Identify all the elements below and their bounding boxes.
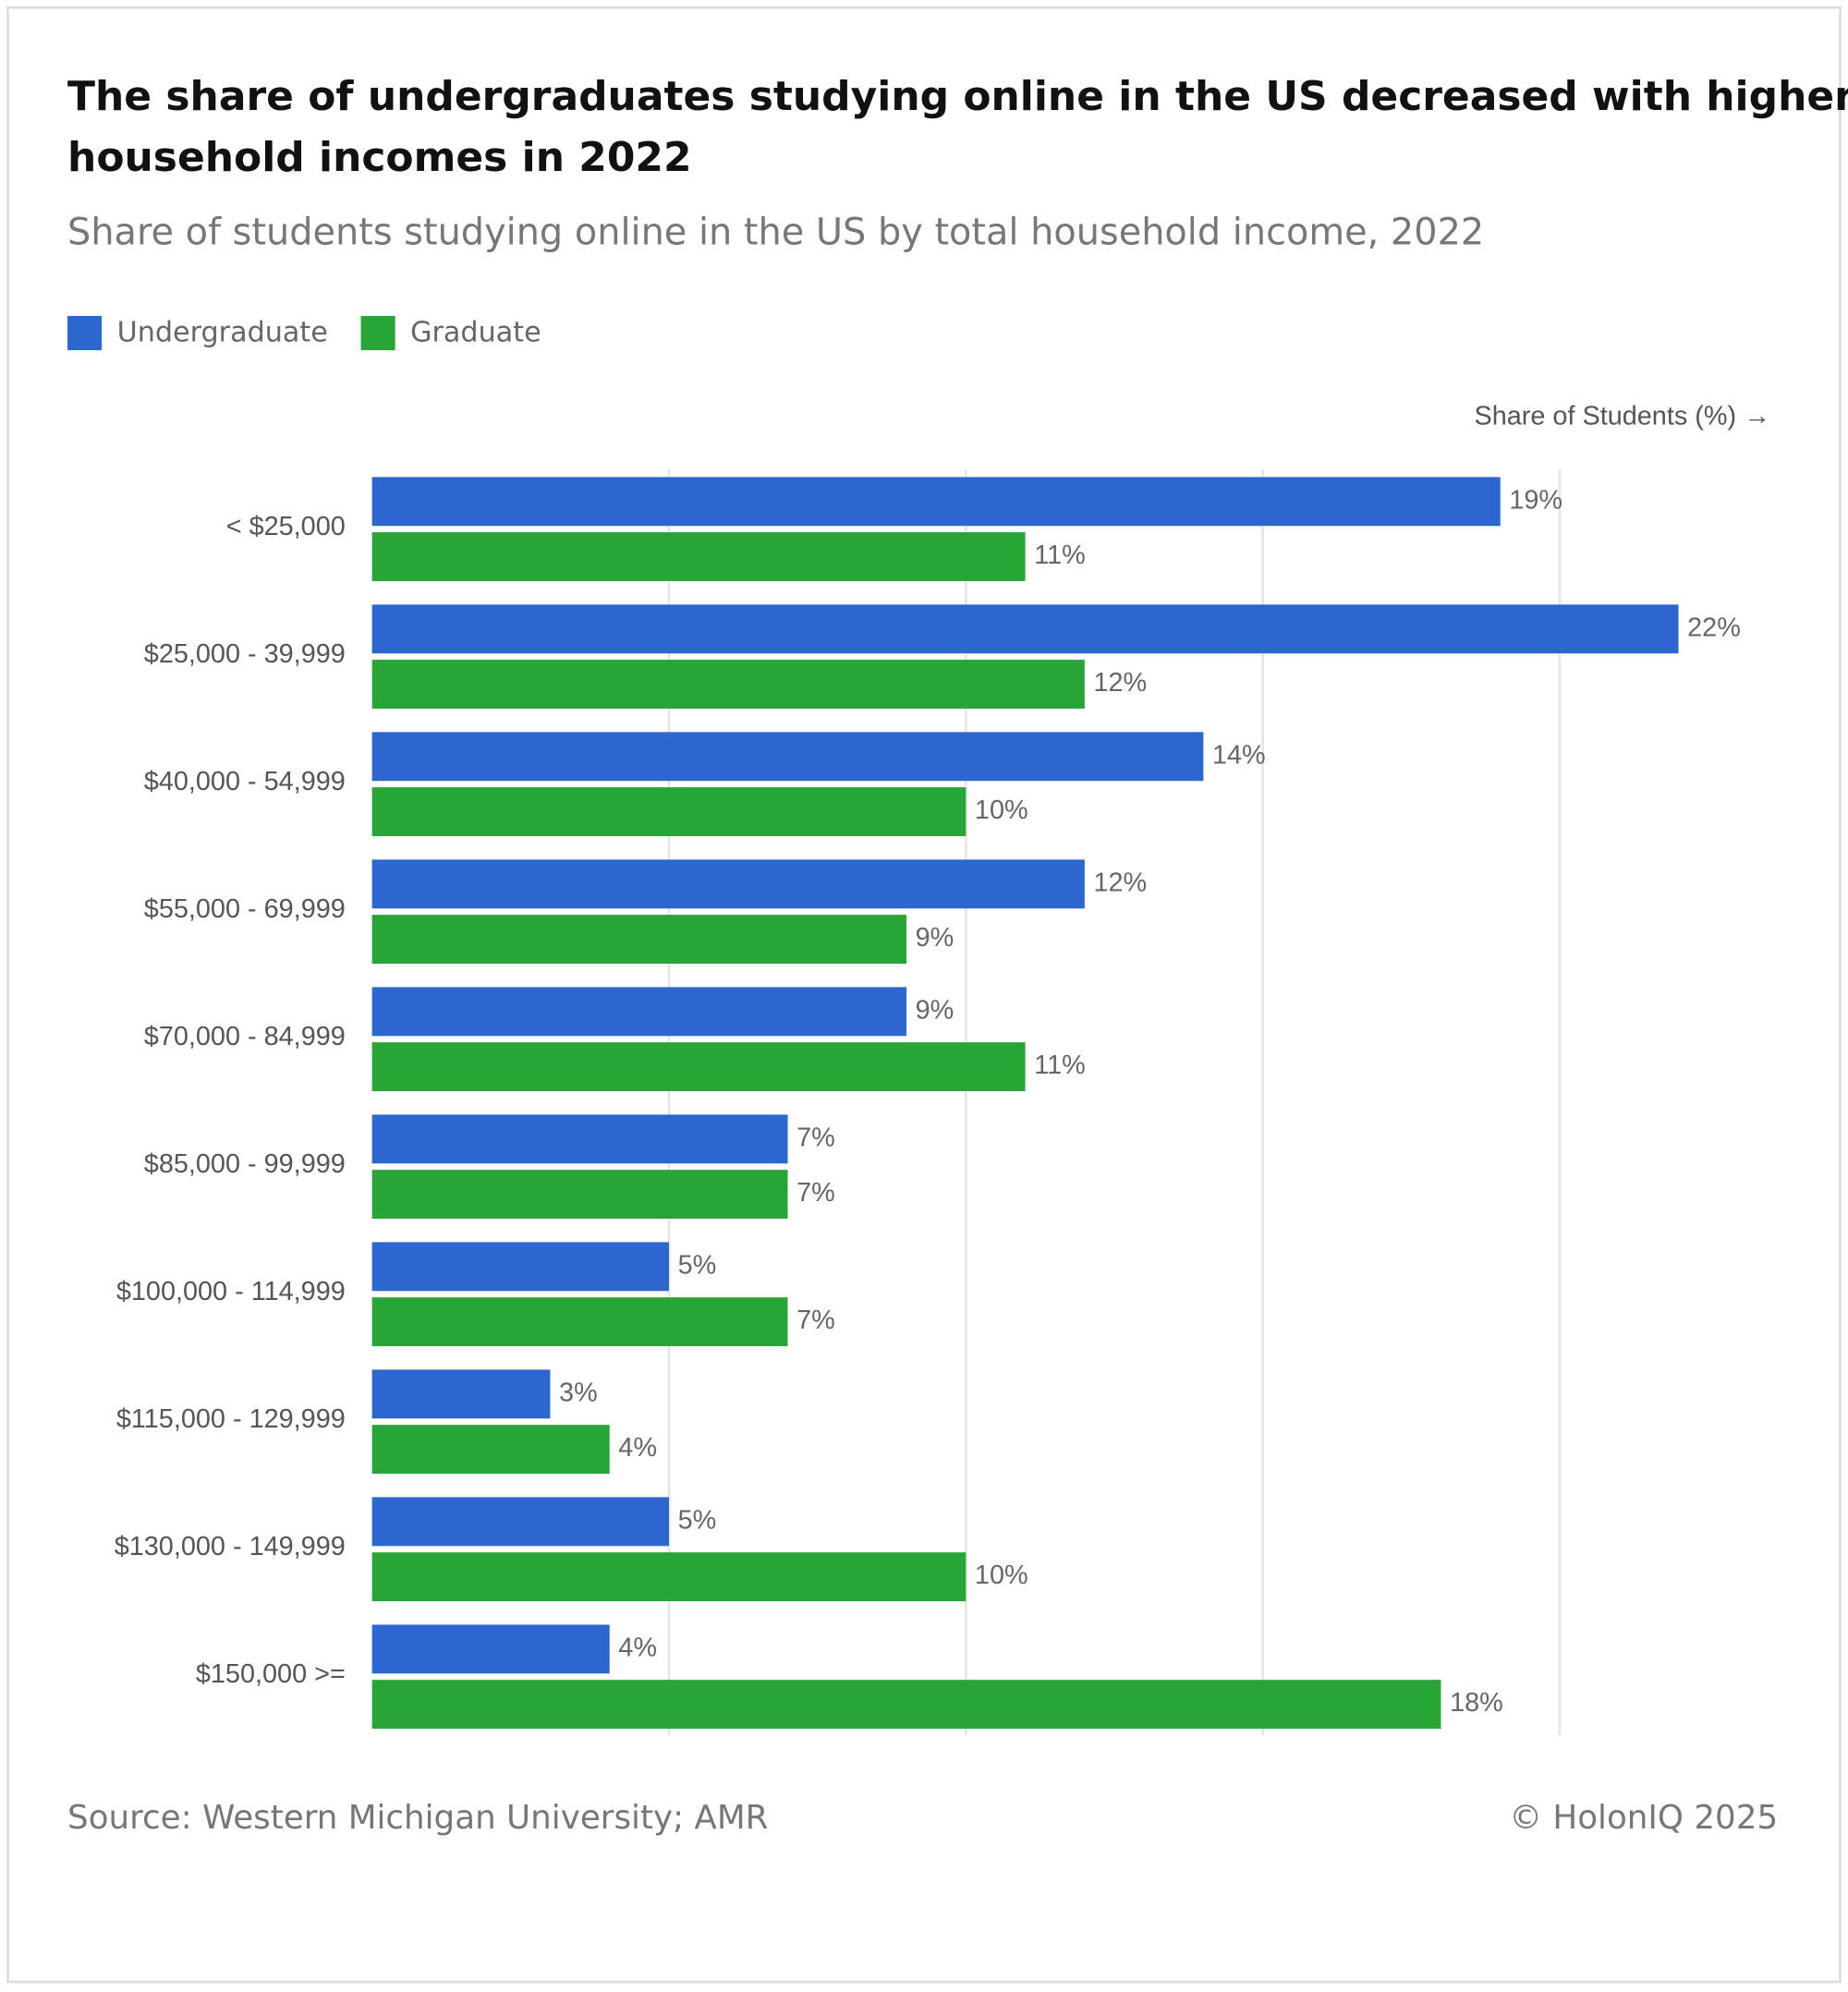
value-label: 11% [1034,1051,1086,1080]
credit: © HolonIQ 2025 [1509,1799,1778,1837]
chart-title: The share of undergraduates studying onl… [67,73,1848,120]
bar [371,1369,551,1419]
bar [371,1242,669,1292]
bar [371,1297,788,1347]
value-label: 7% [796,1123,835,1152]
y-tick-label: $150,000 >= [196,1659,346,1689]
value-label: 3% [559,1378,598,1407]
bar [371,915,907,964]
bar [371,859,1085,909]
value-label: 4% [618,1433,657,1463]
y-tick-label: $85,000 - 99,999 [144,1149,346,1179]
value-label: 14% [1212,740,1266,770]
y-tick-label: $115,000 - 129,999 [116,1404,346,1434]
value-label: 5% [678,1505,717,1535]
frame [6,6,1842,1984]
bar [371,1170,788,1220]
bar [371,1114,788,1164]
y-tick-label: $25,000 - 39,999 [144,639,346,669]
axis-title: Share of Students (%) → [1474,401,1769,431]
bar [371,787,967,836]
bar [371,660,1085,709]
y-tick-label: $55,000 - 69,999 [144,894,346,924]
y-tick-label: < $25,000 [226,512,346,541]
value-label: 7% [796,1178,835,1208]
y-tick-label: $40,000 - 54,999 [144,767,346,796]
value-label: 11% [1034,541,1086,570]
bar [371,987,907,1037]
source: Source: Western Michigan University; AMR [67,1799,768,1837]
value-label: 4% [618,1633,657,1662]
bar [371,732,1204,782]
value-label: 9% [916,995,954,1025]
bar [371,1624,610,1674]
value-label: 19% [1509,485,1562,515]
bar [371,1680,1441,1730]
value-label: 12% [1093,668,1147,698]
y-tick-label: $100,000 - 114,999 [116,1277,346,1306]
chart-subtitle: Share of students studying online in the… [67,212,1484,254]
legend-swatch [360,315,395,351]
value-label: 9% [916,923,954,953]
value-label: 10% [975,1561,1028,1590]
bar [371,1042,1026,1091]
bar [371,1552,967,1602]
value-label: 10% [975,796,1028,825]
value-label: 12% [1093,868,1147,897]
value-label: 5% [678,1250,717,1280]
bar [371,604,1679,654]
legend-label: Graduate [410,317,541,349]
legend-swatch [67,315,103,351]
legend-label: Undergraduate [117,317,328,349]
value-label: 18% [1450,1688,1503,1718]
bar [371,477,1501,527]
value-label: 7% [796,1306,835,1335]
value-label: 22% [1687,613,1741,642]
chart-title: household incomes in 2022 [67,134,691,181]
bar [371,532,1026,581]
bar [371,1425,610,1475]
y-tick-label: $130,000 - 149,999 [115,1532,346,1561]
y-tick-label: $70,000 - 84,999 [144,1022,346,1051]
bar [371,1497,669,1547]
